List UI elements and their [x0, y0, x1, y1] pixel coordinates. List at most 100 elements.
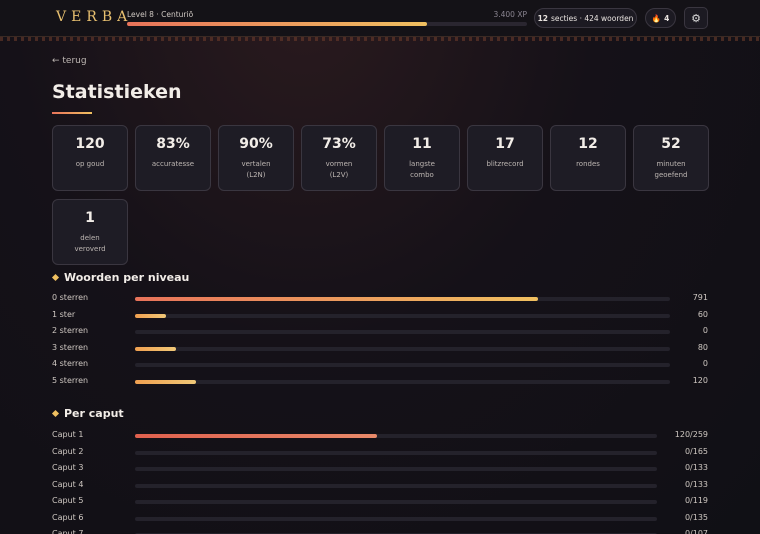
- row-value: 0/135: [684, 512, 708, 522]
- title-underline: [52, 112, 92, 114]
- stat-value: 17: [495, 136, 515, 152]
- stat-card: 12 rondes: [550, 125, 626, 191]
- stat-label: accuratesse: [151, 160, 195, 168]
- row-value: 120/259: [674, 430, 708, 439]
- stat-label: op goud: [75, 160, 105, 168]
- bar-track: [135, 467, 657, 471]
- row-label: Caput 6: [52, 512, 84, 522]
- stat-card: 83% accuratesse: [135, 125, 211, 191]
- stat-value: 90%: [239, 136, 273, 152]
- bar-track: [135, 313, 670, 318]
- stat-card: 11 langste combo: [384, 125, 460, 191]
- stat-card: 73% vormen (L2V): [301, 125, 377, 191]
- stat-label: vertalen (L2N): [241, 160, 271, 180]
- stat-value: 120: [75, 136, 105, 152]
- bar-track: [135, 450, 657, 455]
- bar: [135, 297, 538, 301]
- bar: [135, 346, 176, 351]
- row-value: 60: [697, 309, 708, 319]
- settings-button[interactable]: ⚙: [684, 7, 708, 29]
- stat-cards: 120 op goud 83% accuratesse 90% vertalen (L2N…: [52, 125, 717, 265]
- row-label: 4 sterren: [52, 359, 89, 369]
- section-title: Per caput: [52, 407, 124, 420]
- row-value: 120: [692, 376, 708, 385]
- xp-fill: [127, 22, 427, 26]
- row-label: 5 sterren: [52, 376, 89, 385]
- level-row: 1 ster 60: [52, 310, 708, 322]
- stat-value: 52: [661, 136, 681, 152]
- bar: [135, 313, 166, 318]
- row-value: 0/133: [684, 479, 708, 489]
- stat-label: langste combo: [409, 160, 435, 180]
- caput-row: Caput 5 0/119: [52, 496, 708, 508]
- stat-value: 83%: [156, 136, 190, 152]
- stat-card: 120 op goud: [52, 125, 128, 191]
- bar-track: [135, 346, 670, 351]
- row-label: 0 sterren: [52, 293, 89, 302]
- header: VERBA Level 8 · Centuriō 3.400 XP 12 sect…: [0, 0, 760, 37]
- logo[interactable]: VERBA: [56, 9, 133, 25]
- row-label: Caput 5: [52, 496, 84, 505]
- stat-label: blitzrecord: [486, 160, 524, 168]
- xp-track: [127, 22, 527, 26]
- stat-value: 73%: [322, 136, 356, 152]
- row-value: 791: [692, 293, 708, 302]
- bar: [135, 434, 377, 438]
- bar-track: [135, 434, 657, 438]
- xp: 3.400 XP: [493, 10, 527, 19]
- row-label: Caput 1: [52, 430, 84, 439]
- sections-count: 12: [537, 13, 548, 23]
- bar-track: [135, 363, 670, 368]
- caput-row: Caput 1 120/259: [52, 430, 708, 442]
- stat-label: vormen (L2V): [325, 160, 353, 180]
- bar-track: [135, 380, 670, 384]
- stat-label: minuten geoefend: [654, 160, 688, 180]
- bar-track: [135, 483, 657, 488]
- stat-card: 1 delen veroverd: [52, 199, 128, 265]
- row-label: Caput 4: [52, 479, 84, 489]
- bar-track: [135, 500, 657, 504]
- bar: [135, 380, 197, 384]
- stat-value: 12: [578, 136, 598, 152]
- row-value: 0: [702, 326, 708, 336]
- caput-row: Caput 6 0/135: [52, 513, 708, 525]
- row-value: 0/165: [684, 446, 708, 456]
- row-label: 2 sterren: [52, 326, 89, 336]
- stat-value: 1: [85, 210, 95, 226]
- row-label: Caput 7: [52, 529, 84, 534]
- row-value: 0/133: [684, 463, 708, 472]
- row-value: 0/119: [684, 496, 708, 505]
- sections-pill: 12 secties · 424 woorden: [534, 8, 637, 28]
- page-title: Statistieken: [52, 81, 182, 103]
- row-value: 0/107: [684, 529, 708, 534]
- row-value: 0: [702, 359, 708, 369]
- row-label: 1 ster: [52, 309, 76, 319]
- stat-card: 90% vertalen (L2N): [218, 125, 294, 191]
- level-row: 3 sterren 80: [52, 343, 708, 355]
- flame-icon: 🔥: [651, 13, 662, 23]
- row-label: Caput 2: [52, 446, 84, 456]
- row-label: Caput 3: [52, 463, 84, 472]
- back-link[interactable]: ← terug: [52, 56, 87, 66]
- level-row: 0 sterren 791: [52, 293, 708, 305]
- caput-row: Caput 3 0/133: [52, 463, 708, 475]
- row-value: 80: [697, 342, 708, 352]
- sections-text: secties · 424 woorden: [551, 13, 634, 23]
- caput-row: Caput 2 0/165: [52, 447, 708, 459]
- bar-track: [135, 516, 657, 521]
- caput-row: Caput 4 0/133: [52, 480, 708, 492]
- stat-label: rondes: [576, 160, 600, 168]
- section-title: Woorden per niveau: [52, 271, 189, 284]
- streak-pill: 🔥 4: [645, 8, 676, 28]
- stat-label: delen veroverd: [74, 234, 106, 254]
- stat-card: 17 blitzrecord: [467, 125, 543, 191]
- level-row: 4 sterren 0: [52, 359, 708, 371]
- streak: 4: [664, 13, 670, 23]
- level: Level 8 · Centuriō: [127, 10, 194, 19]
- bar-track: [135, 297, 670, 301]
- stat-value: 11: [412, 136, 432, 152]
- level-row: 2 sterren 0: [52, 326, 708, 338]
- decoration: [0, 37, 760, 41]
- row-label: 3 sterren: [52, 342, 89, 352]
